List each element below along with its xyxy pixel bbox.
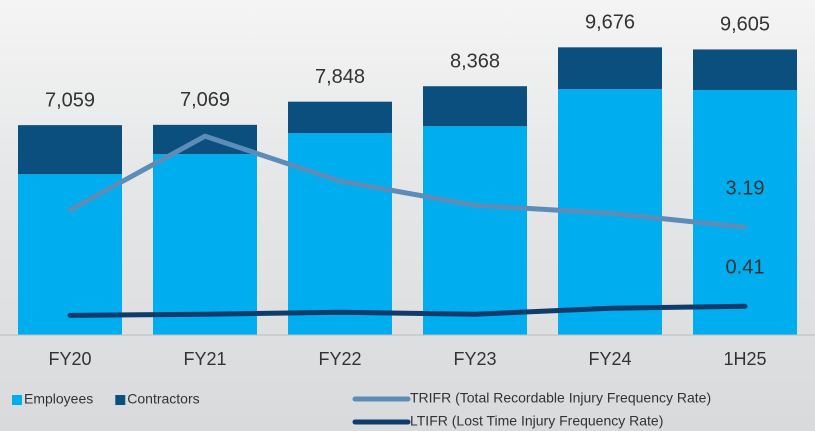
total-label: 9,676	[585, 12, 635, 34]
bar-segment	[693, 90, 797, 336]
total-label: 7,059	[45, 89, 95, 111]
legend-label: Contractors	[127, 391, 199, 407]
legend-label: TRIFR (Total Recordable Injury Frequency…	[410, 390, 711, 406]
x-tick-label: FY23	[453, 349, 496, 369]
x-tick-label: FY20	[48, 349, 91, 369]
legend-label: LTIFR (Lost Time Injury Frequency Rate)	[410, 413, 663, 429]
bar-segment	[288, 101, 392, 134]
bar-segment	[558, 47, 662, 90]
x-tick-label: 1H25	[723, 349, 766, 369]
line-series	[67, 133, 748, 230]
bar-segment	[423, 86, 527, 127]
bar-segment	[693, 49, 797, 91]
x-tick-label: FY21	[183, 349, 226, 369]
total-label: 9,605	[720, 14, 770, 36]
bar-segment	[18, 174, 122, 335]
legend-swatch	[12, 395, 22, 405]
bar-segment	[153, 154, 257, 335]
legend-label: Employees	[24, 391, 93, 407]
total-label: 7,069	[180, 89, 230, 111]
bar-segment	[18, 125, 122, 175]
total-label: 7,848	[315, 66, 365, 88]
line-value-label: 0.41	[726, 257, 765, 279]
x-tick-label: FY24	[588, 349, 631, 369]
bar-segment	[423, 126, 527, 335]
bar-segment	[288, 133, 392, 335]
legend-swatch	[115, 395, 126, 405]
x-tick-label: FY22	[318, 349, 361, 369]
line-series	[67, 303, 748, 318]
total-label: 8,368	[450, 51, 500, 73]
line-value-label: 3.19	[726, 177, 765, 199]
